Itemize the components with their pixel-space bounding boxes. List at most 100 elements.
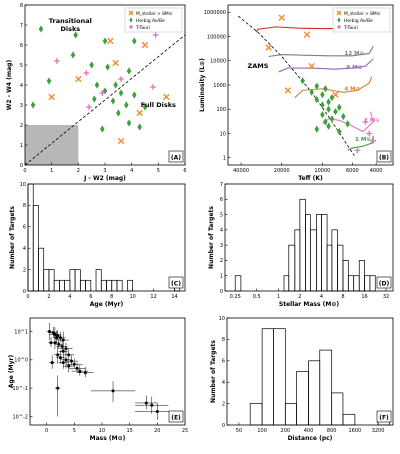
data-point	[57, 342, 61, 346]
plus-marker	[337, 25, 341, 29]
x-tick-label: 2	[77, 168, 80, 174]
panel-d: 0.25 0.5 1 2 4 8 16 32 0 1 2 3 4 5 6 7 Stellar Mass (M⊙)…	[208, 182, 394, 308]
x-tick-label: 50	[236, 428, 242, 434]
plus-marker	[99, 90, 106, 96]
diamond-marker	[326, 122, 331, 130]
histogram-bar	[316, 214, 322, 292]
panel-label: (D)	[379, 281, 390, 288]
cross-stroke	[48, 93, 55, 101]
histogram-bar	[59, 279, 65, 292]
histogram-bar	[353, 275, 360, 292]
x-tick-label: 16	[361, 294, 367, 300]
y-axis-label: Age (Myr)	[8, 355, 15, 389]
legend-entry: M_stellar > 8M⊙	[136, 11, 173, 17]
cross-stroke	[336, 10, 342, 16]
y-axis-label: Number of Targets	[210, 340, 217, 403]
legend-entry: M_stellar > 8M⊙	[344, 11, 381, 17]
y-tick-label: 8	[222, 337, 225, 343]
diamond-marker	[337, 103, 342, 111]
x-tick-label: 20	[154, 428, 160, 434]
data-point	[144, 401, 148, 405]
evolution-track	[278, 58, 374, 73]
data-point	[70, 359, 74, 363]
cross-marker	[308, 62, 315, 70]
cross-stroke	[332, 91, 339, 98]
x-tick-label: 2	[298, 294, 301, 300]
legend-entry: T-Tauri	[135, 25, 150, 31]
cross-stroke	[163, 93, 170, 101]
y-tick-label: 2	[23, 267, 26, 273]
cross-stroke	[75, 75, 82, 83]
cross-stroke	[107, 37, 114, 45]
histogram-bar	[299, 198, 306, 292]
x-tick-label: 3	[103, 168, 106, 174]
diamond-marker	[300, 77, 305, 85]
x-tick-label: 5	[157, 168, 160, 174]
histogram-bar	[74, 269, 81, 292]
diamond-marker	[333, 107, 338, 116]
plus-marker	[118, 76, 124, 82]
evolution-track	[268, 45, 374, 58]
plus-marker	[370, 137, 377, 144]
cross-marker	[136, 109, 143, 117]
cross-marker	[128, 10, 134, 16]
diamond-marker	[118, 89, 124, 97]
histogram-bar	[305, 214, 311, 292]
diamond-marker	[329, 115, 335, 123]
track-label: 2 M⊙	[364, 118, 380, 124]
histogram-bar	[234, 275, 242, 292]
diamond-marker	[73, 31, 78, 39]
plus-marker	[366, 130, 373, 137]
x-axis-label: J - W2 (mag)	[83, 175, 126, 182]
diamond-marker	[89, 61, 94, 69]
x-tick-label: 8	[110, 294, 113, 300]
x-tick-label: 400	[304, 428, 314, 434]
histogram-bar	[111, 279, 118, 292]
x-tick-label: 2	[47, 294, 50, 300]
x-tick-label: 6	[183, 168, 186, 174]
cross-stroke	[141, 41, 149, 49]
x-tick-label: 40000	[233, 168, 249, 174]
cross-marker	[284, 87, 292, 94]
diamond-marker	[126, 67, 132, 75]
diamond-marker	[92, 95, 97, 103]
diamond-marker	[100, 125, 105, 133]
shaded-region	[25, 125, 79, 165]
legend-entry: Herbig Ae/Be	[136, 18, 165, 24]
cross-marker	[75, 75, 82, 83]
histogram-bar	[27, 183, 34, 292]
x-tick-label: 14	[171, 294, 177, 300]
cross-stroke	[284, 87, 292, 94]
x-tick-label: 4	[130, 168, 133, 174]
diamond-marker	[314, 125, 320, 133]
histogram-bar	[308, 360, 321, 426]
track-label: 1 M⊙	[355, 137, 371, 143]
histogram-bar	[283, 275, 290, 292]
plus-marker	[83, 70, 90, 76]
panel-b: 1 10 100 1000 10000 100000 1000000 40000 20000 10…	[199, 4, 394, 182]
histogram-bar	[331, 229, 338, 292]
x-tick-label: 32	[383, 294, 389, 300]
histogram-bar	[358, 260, 365, 292]
y-tick-label: 7	[220, 182, 223, 188]
y-tick-label: 100000	[207, 34, 226, 40]
x-tick-label: 4000	[370, 168, 383, 174]
histogram-bar	[43, 269, 50, 292]
y-tick-label: 5	[20, 63, 23, 69]
cross-stroke	[117, 137, 125, 145]
y-tick-label: 6	[20, 43, 23, 49]
evolution-track	[322, 111, 374, 133]
data-point	[78, 369, 82, 373]
panel-label: (A)	[171, 155, 181, 162]
data-point	[58, 336, 62, 340]
y-tick-label: 10	[220, 131, 226, 137]
x-tick-label: 10	[99, 428, 105, 434]
plot-frame	[29, 317, 186, 426]
diamond-marker	[70, 51, 76, 59]
diamond-marker	[329, 94, 335, 102]
region-label-transitional: Transitional	[49, 17, 92, 25]
cross-stroke	[278, 14, 286, 21]
track-label: 12 M⊙	[345, 51, 365, 57]
y-tick-label: 4	[20, 83, 23, 89]
